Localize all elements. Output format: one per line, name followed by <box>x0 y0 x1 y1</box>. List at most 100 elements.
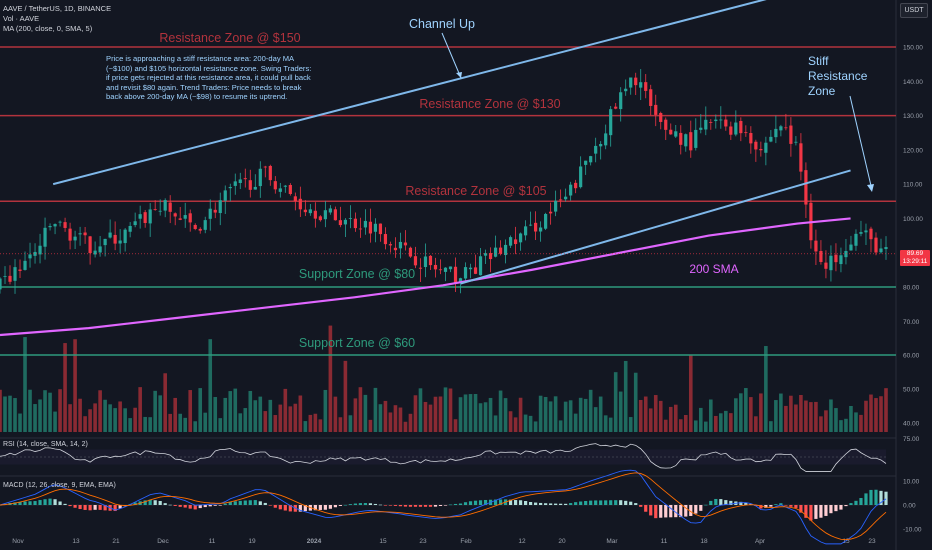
volume-bar <box>523 414 528 432</box>
volume-bar <box>794 404 798 432</box>
macd-histogram-bar <box>859 498 863 505</box>
macd-histogram-bar <box>393 505 398 506</box>
volume-bar <box>283 388 288 432</box>
volume-bar <box>739 393 743 432</box>
candle-body <box>273 181 277 190</box>
candle-body <box>819 250 823 262</box>
macd-histogram-bar <box>298 505 302 512</box>
volume-bar <box>243 408 248 432</box>
candle-body <box>829 255 833 271</box>
candle-body <box>839 255 843 265</box>
candle-body <box>769 136 773 142</box>
macd-histogram-bar <box>574 502 578 505</box>
volume-bar <box>343 360 348 432</box>
macd-histogram-bar <box>634 503 638 505</box>
candle-body <box>649 89 653 106</box>
volume-bar <box>298 395 303 432</box>
volume-line[interactable]: Vol · AAVE <box>3 14 40 23</box>
candle-body <box>784 127 788 129</box>
volume-bar <box>188 390 193 432</box>
candle-body <box>288 184 292 194</box>
volume-bar <box>578 397 583 432</box>
volume-bar <box>683 414 688 432</box>
candle-body <box>8 275 12 282</box>
macd-histogram-bar <box>604 500 608 505</box>
macd-histogram-bar <box>854 500 858 505</box>
macd-histogram-bar <box>669 505 673 518</box>
candle-body <box>849 244 853 251</box>
candle-body <box>488 253 493 260</box>
candle-body <box>458 278 463 282</box>
candle-body <box>639 82 643 88</box>
macd-histogram-bar <box>18 501 22 505</box>
candle-body <box>539 227 543 232</box>
macd-histogram-bar <box>493 499 498 505</box>
macd-histogram-bar <box>639 505 643 507</box>
candle-body <box>113 234 117 244</box>
rsi-title: RSI (14, close, SMA, 14, 2) <box>3 441 88 448</box>
volume-bar <box>168 413 172 432</box>
volume-bar <box>488 397 493 432</box>
volume-bar <box>804 400 808 432</box>
volume-bar <box>293 403 298 432</box>
candle-body <box>128 225 132 232</box>
macd-histogram-bar <box>398 505 403 507</box>
y-tick-label: 50.00 <box>903 387 920 394</box>
volume-bar <box>709 399 713 432</box>
volume-bar <box>118 401 122 432</box>
symbol-line[interactable]: AAVE / TetherUS, 1D, BINANCE <box>3 4 112 13</box>
volume-bar <box>163 373 167 432</box>
volume-bar <box>769 421 773 432</box>
candle-body <box>383 234 388 245</box>
macd-histogram-bar <box>539 502 543 505</box>
macd-histogram-bar <box>273 505 277 508</box>
volume-bar <box>688 355 693 432</box>
macd-histogram-bar <box>433 505 438 507</box>
volume-bar <box>393 405 398 432</box>
candle-body <box>343 219 347 225</box>
candle-body <box>178 218 182 220</box>
candle-body <box>689 132 693 151</box>
candle-body <box>513 239 518 245</box>
volume-bar <box>698 407 703 432</box>
candle-body <box>98 246 102 253</box>
y-tick-label: 40.00 <box>903 421 920 428</box>
volume-bar <box>273 415 278 432</box>
macd-histogram-bar <box>373 503 378 505</box>
macd-histogram-bar <box>283 505 287 511</box>
macd-histogram-bar <box>834 505 838 512</box>
y-tick-label: 80.00 <box>903 285 920 292</box>
candle-body <box>378 223 383 235</box>
volume-bar <box>88 409 92 432</box>
ma-line[interactable]: MA (200, close, 0, SMA, 5) <box>3 24 93 33</box>
x-tick-label: 19 <box>248 538 256 545</box>
candle-body <box>73 236 77 241</box>
macd-histogram-bar <box>193 505 197 510</box>
analysis-note: Price is approaching a stiff resistance … <box>106 54 312 102</box>
candle-body <box>453 266 458 284</box>
macd-histogram-bar <box>829 505 833 514</box>
macd-histogram-bar <box>498 499 503 505</box>
candle-body <box>579 166 583 188</box>
volume-bar <box>383 400 388 432</box>
candle-body <box>108 232 112 238</box>
candle-body <box>534 222 538 232</box>
volume-bar <box>814 401 818 432</box>
macd-histogram-bar <box>629 501 633 505</box>
volume-bar <box>548 401 553 432</box>
macd-histogram-bar <box>213 505 217 506</box>
zone-label: Resistance Zone @ $105 <box>405 184 546 198</box>
volume-bar <box>373 387 378 432</box>
macd-histogram-bar <box>453 503 458 505</box>
candle-body <box>634 77 638 86</box>
volume-bar <box>693 420 698 432</box>
volume-bar <box>113 408 117 432</box>
candle-body <box>699 127 703 130</box>
candle-body <box>163 200 167 211</box>
volume-bar <box>103 399 107 432</box>
volume-bar <box>458 397 463 432</box>
candle-body <box>198 228 202 231</box>
currency-button[interactable]: USDT <box>900 3 928 18</box>
volume-bar <box>784 405 788 432</box>
